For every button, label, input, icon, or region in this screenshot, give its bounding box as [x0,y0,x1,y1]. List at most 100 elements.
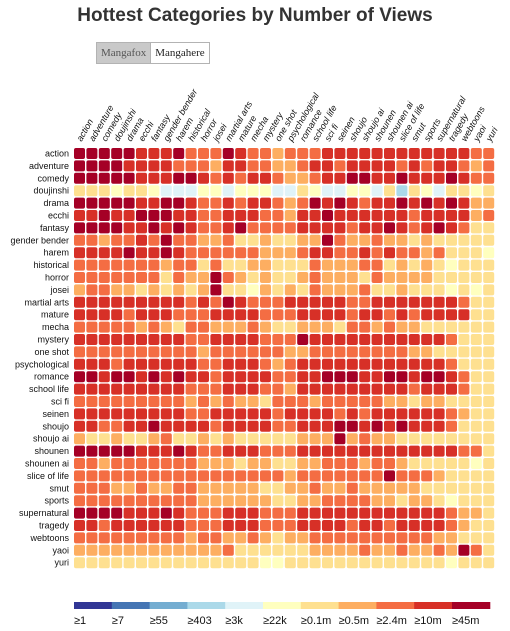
heatmap-cell[interactable]: tragedy / mystery: ≥2.4m [260,520,271,531]
heatmap-cell[interactable]: action / romance: ≥2.4m [297,148,309,159]
heatmap-cell[interactable]: supernatural / shounen ai: ≥10m [384,507,395,519]
heatmap-cell[interactable]: ecchi / shounen: ≥10m [371,210,383,221]
heatmap-cell[interactable]: josei / slice of life: ≥0.5m [396,284,408,296]
heatmap-cell[interactable]: adventure / mystery: ≥2.4m [260,160,271,172]
tab-mangafox[interactable]: Mangafox [96,42,152,64]
heatmap-cell[interactable]: doujinshi / comedy: ≥0.1m [98,185,110,197]
heatmap-cell[interactable]: doujinshi / mature: ≥22k [235,185,247,197]
heatmap-cell[interactable]: ecchi / romance: ≥10m [297,210,309,221]
heatmap-cell[interactable]: school life / adventure: ≥10m [86,383,98,395]
heatmap-cell[interactable]: doujinshi / doujinshi: ≥22k [111,185,123,197]
heatmap-cell[interactable]: historical / shoujo: ≥0.5m [346,259,358,271]
heatmap-cell[interactable]: yuri / school life: ≥0.1m [309,557,321,569]
heatmap-cell[interactable]: gender bender / slice of life: ≥0.5m [396,234,408,246]
heatmap-cell[interactable]: sports / gender bender: ≥2.4m [160,495,172,507]
heatmap-cell[interactable]: sports / action: ≥2.4m [74,495,85,507]
heatmap-cell[interactable]: sci fi / yaoi: ≥0.1m [470,396,482,407]
heatmap-cell[interactable]: slice of life / mecha: ≥2.4m [247,470,259,482]
heatmap-cell[interactable]: sports / mecha: ≥0.5m [247,495,259,507]
heatmap-cell[interactable]: harem / martial arts: ≥2.4m [222,247,234,259]
heatmap-cell[interactable]: drama / supernatural: ≥10m [433,197,445,209]
heatmap-cell[interactable]: yaoi / shounen: ≥0.5m [371,544,383,556]
heatmap-cell[interactable]: romance / ecchi: ≥10m [136,371,147,383]
heatmap-cell[interactable]: ecchi / webtoons: ≥10m [458,210,470,221]
heatmap-cell[interactable]: yuri / smut: ≥0.1m [408,557,420,569]
heatmap-cell[interactable]: shoujo ai / mature: ≥0.1m [235,433,247,445]
heatmap-cell[interactable]: sci fi / mystery: ≥0.1m [260,396,271,407]
heatmap-cell[interactable]: shoujo / yuri: ≥0.1m [483,420,495,432]
heatmap-cell[interactable]: mature / tragedy: ≥10m [446,309,457,321]
heatmap-cell[interactable]: shounen ai / drama: ≥2.4m [123,458,135,469]
heatmap-cell[interactable]: psychological / romance: ≥10m [297,358,309,370]
heatmap-cell[interactable]: mature / mecha: ≥10m [247,309,259,321]
heatmap-cell[interactable]: webtoons / shounen: ≥2.4m [371,532,383,544]
heatmap-cell[interactable]: shoujo ai / mystery: ≥0.1m [260,433,271,445]
heatmap-cell[interactable]: drama / gender bender: ≥45m [160,197,172,209]
heatmap-cell[interactable]: tragedy / drama: ≥10m [123,520,135,531]
heatmap-cell[interactable]: doujinshi / ecchi: ≥0.1m [136,185,147,197]
heatmap-cell[interactable]: shoujo / harem: ≥10m [173,420,185,432]
heatmap-cell[interactable]: supernatural / sci fi: ≥10m [322,507,333,519]
heatmap-cell[interactable]: slice of life / shounen ai: ≥45m [384,470,395,482]
heatmap-cell[interactable]: shounen / seinen: ≥10m [334,445,346,457]
heatmap-cell[interactable]: martial arts / mature: ≥10m [235,296,247,308]
heatmap-cell[interactable]: mature / gender bender: ≥10m [160,309,172,321]
heatmap-cell[interactable]: one shot / martial arts: ≥2.4m [222,346,234,358]
heatmap-cell[interactable]: school life / gender bender: ≥10m [160,383,172,395]
heatmap-cell[interactable]: action / school life: ≥2.4m [309,148,321,159]
heatmap-cell[interactable]: smut / action: ≥2.4m [74,482,85,494]
heatmap-cell[interactable]: adventure / shoujo: ≥10m [346,160,358,172]
heatmap-cell[interactable]: josei / webtoons: ≥0.1m [458,284,470,296]
heatmap-cell[interactable]: supernatural / ecchi: ≥10m [136,507,147,519]
heatmap-cell[interactable]: harem / sports: ≥0.5m [421,247,433,259]
heatmap-cell[interactable]: ecchi / seinen: ≥10m [334,210,346,221]
heatmap-cell[interactable]: smut / school life: ≥2.4m [309,482,321,494]
heatmap-cell[interactable]: fantasy / sports: ≥10m [421,222,433,234]
heatmap-cell[interactable]: sci fi / martial arts: ≥2.4m [222,396,234,407]
heatmap-cell[interactable]: harem / historical: ≥2.4m [185,247,197,259]
heatmap-cell[interactable]: sci fi / mecha: ≥0.5m [247,396,259,407]
heatmap-cell[interactable]: harem / josei: ≥2.4m [210,247,222,259]
heatmap-cell[interactable]: martial arts / comedy: ≥10m [98,296,110,308]
heatmap-cell[interactable]: doujinshi / shounen ai: ≥0.1m [384,185,395,197]
heatmap-cell[interactable]: sci fi / sci fi: ≥2.4m [322,396,333,407]
heatmap-cell[interactable]: school life / tragedy: ≥10m [446,383,457,395]
heatmap-cell[interactable]: supernatural / josei: ≥2.4m [210,507,222,519]
heatmap-cell[interactable]: josei / seinen: ≥0.5m [334,284,346,296]
heatmap-cell[interactable]: sports / yaoi: ≥0.1m [470,495,482,507]
heatmap-cell[interactable]: webtoons / fantasy: ≥2.4m [148,532,160,544]
heatmap-cell[interactable]: mystery / romance: ≥45m [297,334,309,345]
heatmap-cell[interactable]: josei / shoujo: ≥0.5m [346,284,358,296]
heatmap-cell[interactable]: seinen / comedy: ≥10m [98,408,110,420]
heatmap-cell[interactable]: psychological / sports: ≥10m [421,358,433,370]
heatmap-cell[interactable]: one shot / yaoi: ≥0.1m [470,346,482,358]
heatmap-cell[interactable]: shoujo / psychological: ≥2.4m [284,420,296,432]
heatmap-cell[interactable]: martial arts / horror: ≥10m [198,296,209,308]
heatmap-cell[interactable]: webtoons / psychological: ≥0.5m [284,532,296,544]
heatmap-cell[interactable]: seinen / supernatural: ≥10m [433,408,445,420]
heatmap-cell[interactable]: shoujo ai / slice of life: ≥0.1m [396,433,408,445]
heatmap-cell[interactable]: historical / harem: ≥2.4m [173,259,185,271]
heatmap-cell[interactable]: smut / shounen: ≥0.5m [371,482,383,494]
heatmap-cell[interactable]: shounen ai / supernatural: ≥0.1m [433,458,445,469]
heatmap-cell[interactable]: sci fi / webtoons: ≥0.1m [458,396,470,407]
heatmap-cell[interactable]: yaoi / drama: ≥0.5m [123,544,135,556]
heatmap-cell[interactable]: horror / fantasy: ≥2.4m [148,272,160,283]
heatmap-cell[interactable]: sports / one shot: ≥0.1m [272,495,284,507]
heatmap-cell[interactable]: shounen / doujinshi: ≥45m [111,445,123,457]
heatmap-cell[interactable]: gender bender / harem: ≥2.4m [173,234,185,246]
heatmap-cell[interactable]: psychological / josei: ≥2.4m [210,358,222,370]
heatmap-cell[interactable]: shoujo ai / martial arts: ≥0.5m [222,433,234,445]
heatmap-cell[interactable]: slice of life / slice of life: ≥2.4m [396,470,408,482]
heatmap-cell[interactable]: doujinshi / historical: ≥3k [185,185,197,197]
heatmap-cell[interactable]: shoujo ai / school life: ≥0.5m [309,433,321,445]
heatmap-cell[interactable]: shounen ai / fantasy: ≥2.4m [148,458,160,469]
heatmap-cell[interactable]: adventure / psychological: ≥0.5m [284,160,296,172]
heatmap-cell[interactable]: comedy / sci fi: ≥10m [322,172,333,184]
heatmap-cell[interactable]: josei / yuri: ≥0.1m [483,284,495,296]
heatmap-cell[interactable]: shounen / romance: ≥10m [297,445,309,457]
heatmap-cell[interactable]: psychological / yaoi: ≥0.1m [470,358,482,370]
heatmap-cell[interactable]: mature / mystery: ≥2.4m [260,309,271,321]
heatmap-cell[interactable]: romance / webtoons: ≥2.4m [458,371,470,383]
heatmap-cell[interactable]: josei / josei: ≥45m [210,284,222,296]
